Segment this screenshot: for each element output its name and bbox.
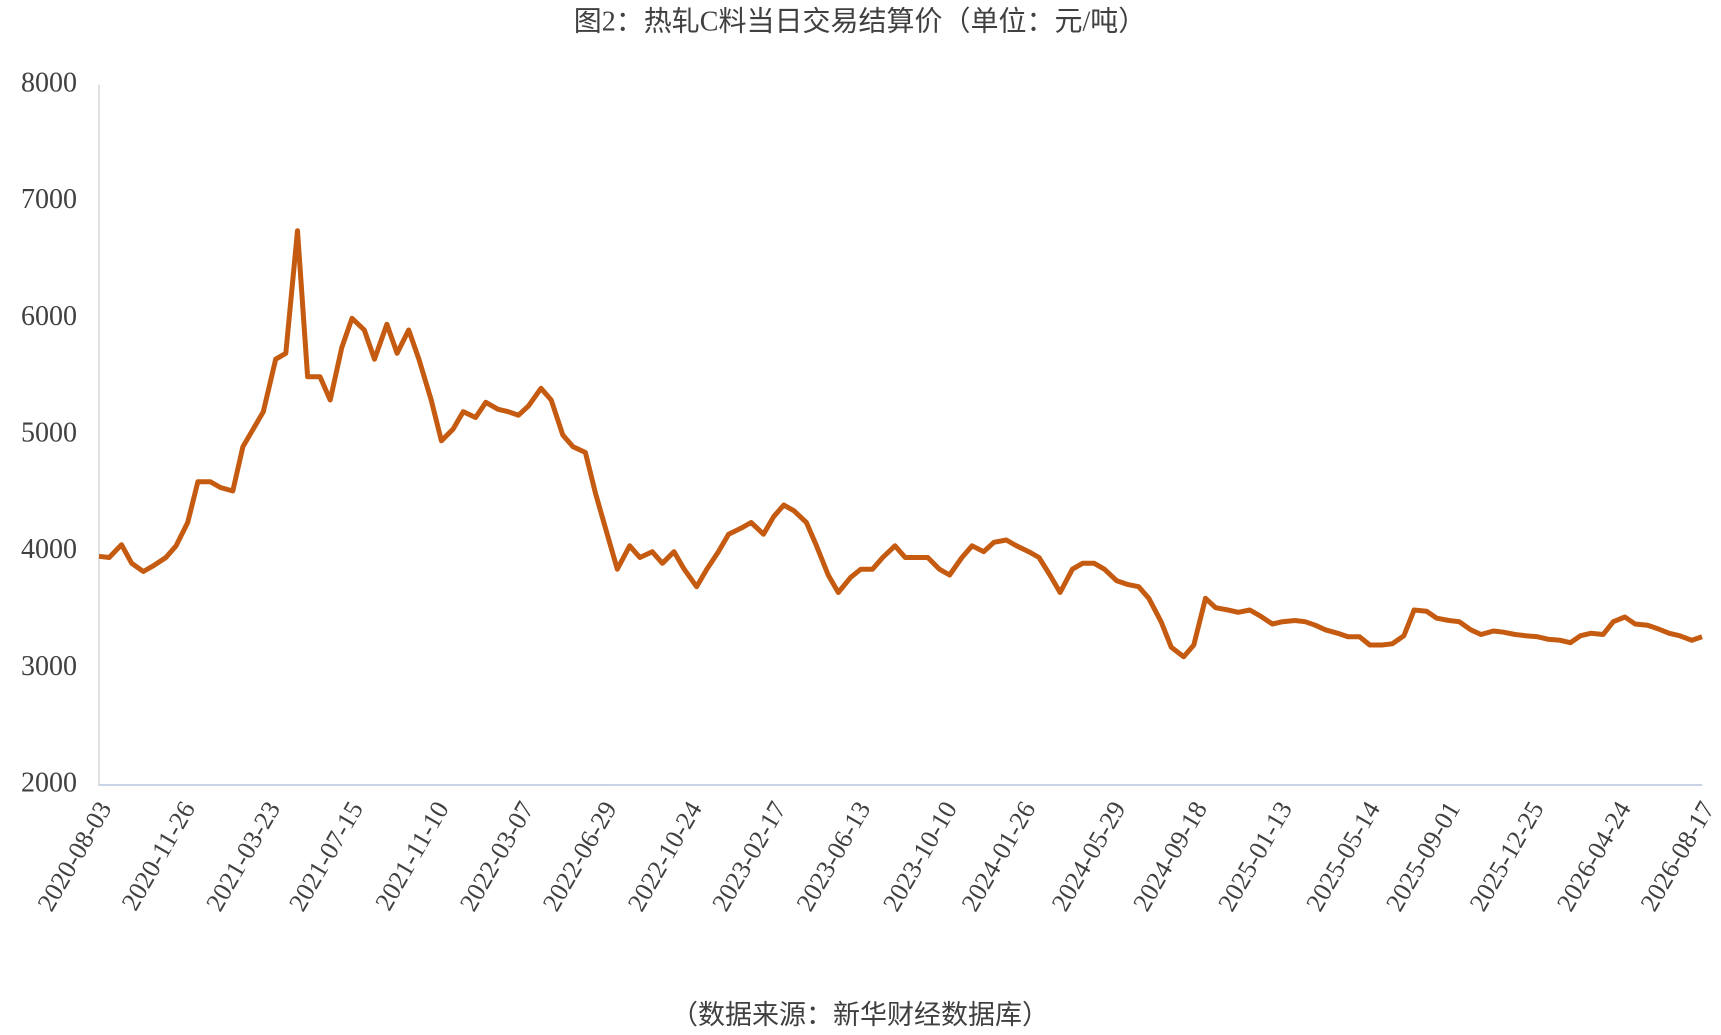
x-tick-label: 2022-10-24 xyxy=(622,796,708,916)
x-tick-label: 2025-05-14 xyxy=(1300,796,1386,916)
x-tick-label: 2021-11-10 xyxy=(369,796,454,915)
x-tick-label: 2023-10-10 xyxy=(877,796,963,916)
chart-title: 图2：热轧C料当日交易结算价（单位：元/吨） xyxy=(574,5,1146,37)
x-tick-label: 2024-05-29 xyxy=(1046,796,1132,916)
x-tick-label: 2026-08-17 xyxy=(1635,796,1721,916)
x-tick-label: 2022-06-29 xyxy=(537,796,623,916)
x-tick-label: 2024-09-18 xyxy=(1127,796,1213,916)
y-tick-label: 2000 xyxy=(21,767,77,798)
source-note: （数据来源：新华财经数据库） xyxy=(671,1000,1049,1030)
x-tick-label: 2026-04-24 xyxy=(1551,796,1637,916)
y-tick-label: 3000 xyxy=(21,651,77,682)
y-tick-label: 6000 xyxy=(21,301,77,332)
x-tick-label: 2023-06-13 xyxy=(791,796,877,916)
y-tick-label: 7000 xyxy=(21,184,77,215)
x-tick-label: 2022-03-07 xyxy=(454,796,540,916)
x-tick-label: 2025-09-01 xyxy=(1380,796,1466,916)
x-tick-label: 2020-11-26 xyxy=(116,796,201,915)
x-tick-label: 2025-01-13 xyxy=(1212,796,1298,916)
price-line xyxy=(98,228,1703,660)
x-tick-label: 2021-07-15 xyxy=(283,796,369,916)
x-tick-label: 2024-01-26 xyxy=(956,796,1042,916)
y-tick-label: 4000 xyxy=(21,534,77,565)
y-tick-label: 8000 xyxy=(21,67,77,98)
x-tick-label: 2025-12-25 xyxy=(1464,796,1550,916)
x-tick-label: 2021-03-23 xyxy=(200,796,286,916)
x-tick-label: 2023-02-17 xyxy=(706,796,792,916)
y-tick-label: 5000 xyxy=(21,417,77,448)
x-tick-label: 2020-08-03 xyxy=(32,796,118,916)
